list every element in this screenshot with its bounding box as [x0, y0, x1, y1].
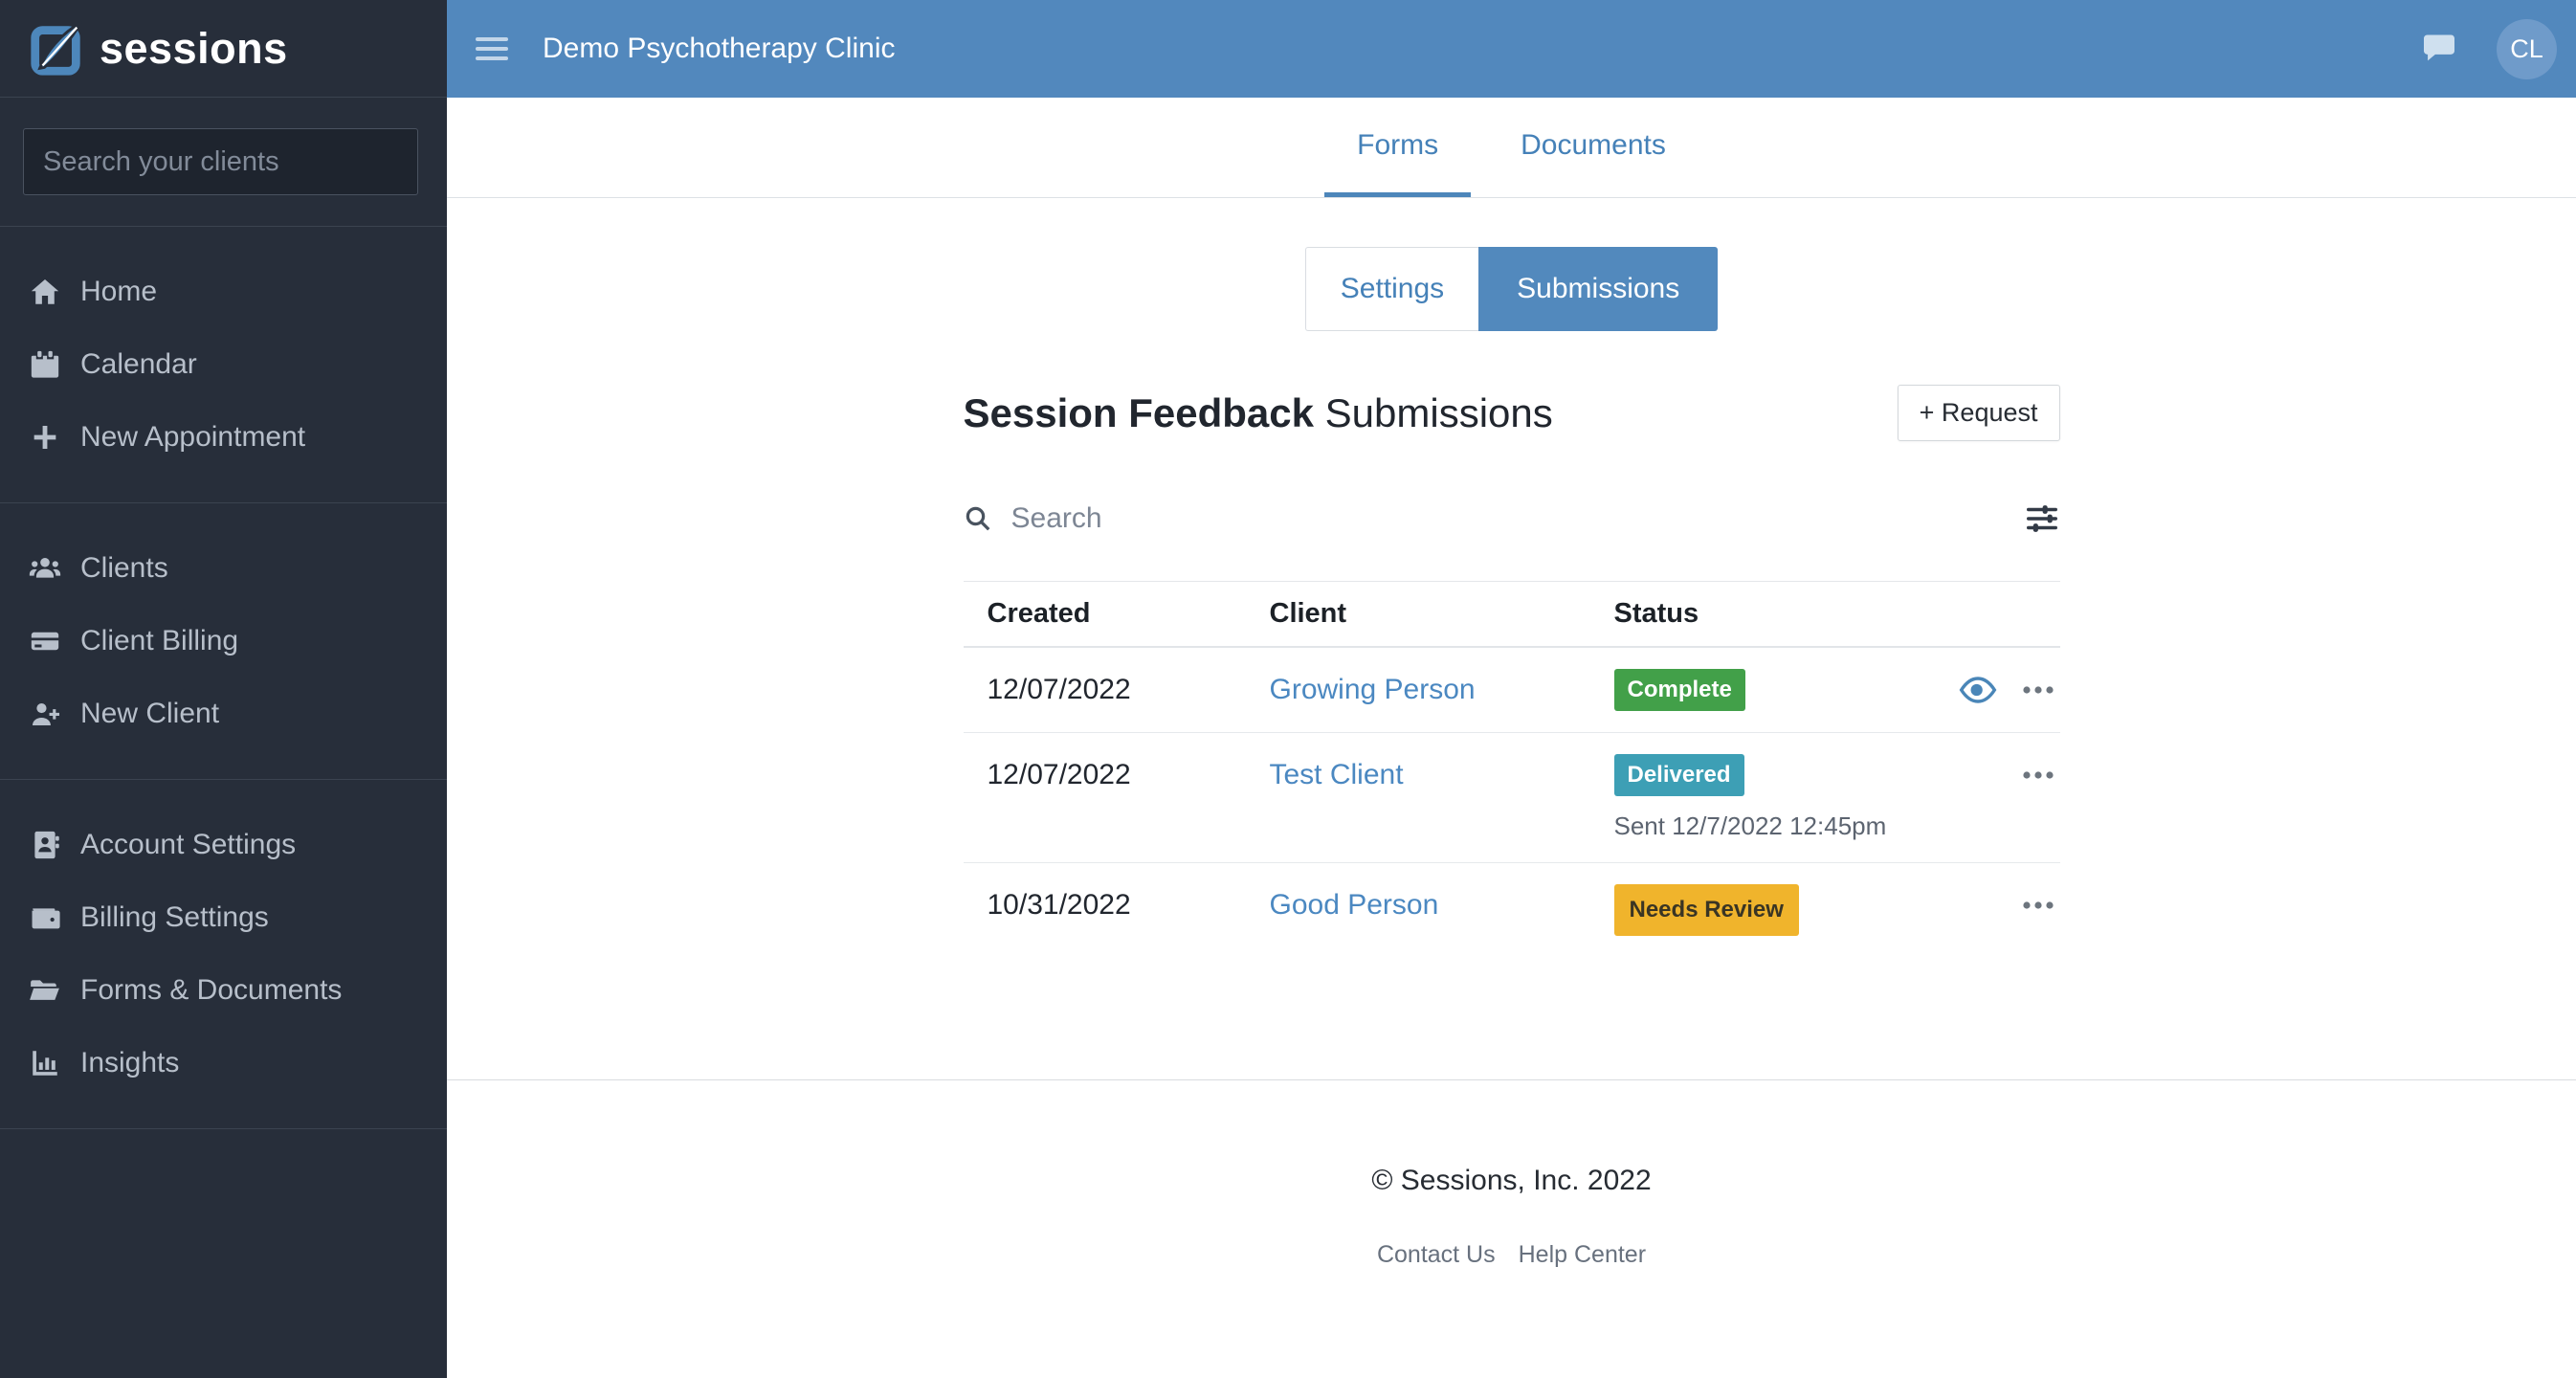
- table-row: 12/07/2022 Growing Person Complete: [963, 648, 2060, 733]
- page-title: Session Feedback Submissions: [964, 390, 1553, 436]
- plus-icon: [29, 421, 69, 454]
- clinic-name: Demo Psychotherapy Clinic: [543, 33, 896, 64]
- wallet-icon: [29, 901, 69, 934]
- client-link[interactable]: Good Person: [1269, 889, 1439, 921]
- ellipsis-icon: [2022, 771, 2054, 779]
- row-menu-button[interactable]: [2022, 685, 2054, 695]
- logo[interactable]: sessions: [0, 0, 447, 98]
- status-badge: Complete: [1613, 669, 1745, 711]
- sidebar-item-label: Forms & Documents: [80, 974, 343, 1006]
- sidebar-item-billing-settings[interactable]: Billing Settings: [0, 881, 447, 954]
- sidebar-item-label: Account Settings: [80, 829, 297, 860]
- subtab-toggle: Settings Submissions: [964, 247, 2060, 331]
- nav-group-settings: Account Settings Billing Settings Forms …: [0, 780, 447, 1129]
- sidebar-item-label: Insights: [80, 1047, 180, 1078]
- ellipsis-icon: [2022, 901, 2054, 909]
- contact-us-link[interactable]: Contact Us: [1376, 1241, 1496, 1268]
- filter-button[interactable]: [2024, 500, 2060, 537]
- status-note: Sent 12/7/2022 12:45pm: [1613, 811, 1887, 840]
- subtab-submissions[interactable]: Submissions: [1478, 247, 1719, 331]
- client-search-input[interactable]: [23, 128, 418, 195]
- sessions-logo-icon: [31, 20, 83, 76]
- tab-forms[interactable]: Forms: [1324, 98, 1472, 197]
- column-header-status: Status: [1613, 598, 1699, 629]
- sidebar-item-forms-documents[interactable]: Forms & Documents: [0, 954, 447, 1027]
- page-title-suffix: Submissions: [1324, 389, 1553, 435]
- credit-card-icon: [29, 625, 69, 657]
- ellipsis-icon: [2022, 686, 2054, 694]
- main-tabs: Forms Documents: [447, 98, 2576, 198]
- column-header-client: Client: [1269, 598, 1347, 629]
- sidebar-item-home[interactable]: Home: [0, 256, 447, 328]
- sidebar-item-label: Home: [80, 276, 158, 307]
- nav-group-scheduling: Home Calendar New Appointment: [0, 227, 447, 503]
- sidebar-item-account-settings[interactable]: Account Settings: [0, 809, 447, 881]
- submissions-search-input[interactable]: [1010, 502, 2024, 535]
- search-icon: [966, 506, 989, 531]
- chat-button[interactable]: [2422, 33, 2456, 64]
- sidebar-item-label: Client Billing: [80, 625, 239, 656]
- sidebar-item-clients[interactable]: Clients: [0, 532, 447, 605]
- sidebar-item-label: Calendar: [80, 348, 197, 380]
- users-icon: [29, 552, 69, 585]
- footer: © Sessions, Inc. 2022 Contact Us Help Ce…: [447, 1079, 2576, 1378]
- user-plus-icon: [29, 698, 69, 730]
- sidebar-item-insights[interactable]: Insights: [0, 1027, 447, 1100]
- bar-chart-icon: [29, 1047, 69, 1079]
- table-row: 12/07/2022 Test Client Delivered Sent 12…: [963, 733, 2060, 863]
- topbar: Demo Psychotherapy Clinic CL: [447, 0, 2576, 98]
- folder-open-icon: [29, 974, 69, 1007]
- sidebar-item-client-billing[interactable]: Client Billing: [0, 605, 447, 678]
- view-submission-button[interactable]: [1959, 676, 1997, 704]
- sidebar-item-label: Billing Settings: [80, 901, 269, 933]
- avatar[interactable]: CL: [2497, 18, 2557, 79]
- sidebar-item-new-client[interactable]: New Client: [0, 678, 447, 750]
- chat-icon: [2424, 34, 2454, 61]
- address-book-icon: [29, 829, 69, 861]
- table-header: Created Client Status: [963, 582, 2060, 648]
- sidebar-item-label: New Appointment: [80, 421, 306, 453]
- request-button[interactable]: + Request: [1897, 385, 2060, 441]
- tab-documents[interactable]: Documents: [1521, 128, 1666, 161]
- created-date: 10/31/2022: [987, 889, 1131, 921]
- sidebar-item-new-appointment[interactable]: New Appointment: [0, 401, 447, 474]
- status-badge: Delivered: [1613, 754, 1744, 796]
- submissions-table: Created Client Status 12/07/2022 Growing…: [963, 581, 2060, 957]
- hamburger-menu-icon[interactable]: [476, 37, 508, 60]
- eye-icon: [1959, 677, 1996, 703]
- column-header-created: Created: [987, 598, 1091, 629]
- home-icon: [29, 276, 69, 308]
- copyright: © Sessions, Inc. 2022: [1371, 1165, 1652, 1196]
- subtab-settings[interactable]: Settings: [1304, 247, 1479, 331]
- client-link[interactable]: Test Client: [1269, 759, 1404, 790]
- logo-text: sessions: [100, 23, 288, 73]
- client-link[interactable]: Growing Person: [1269, 674, 1476, 705]
- created-date: 12/07/2022: [987, 674, 1131, 705]
- created-date: 12/07/2022: [987, 759, 1131, 790]
- sliders-icon: [2026, 505, 2057, 532]
- sidebar-item-label: New Client: [80, 698, 220, 729]
- status-badge: Needs Review: [1613, 884, 1799, 936]
- page-title-form-name: Session Feedback: [963, 389, 1315, 435]
- sidebar: sessions Home Calendar New Appointment: [0, 0, 447, 1378]
- help-center-link[interactable]: Help Center: [1518, 1241, 1647, 1268]
- nav-group-clients: Clients Client Billing New Client: [0, 503, 447, 780]
- calendar-icon: [29, 348, 69, 381]
- row-menu-button[interactable]: [2022, 770, 2054, 780]
- sidebar-item-calendar[interactable]: Calendar: [0, 328, 447, 401]
- row-menu-button[interactable]: [2022, 900, 2054, 910]
- sidebar-item-label: Clients: [80, 552, 168, 584]
- table-row: 10/31/2022 Good Person Needs Review: [964, 863, 2060, 957]
